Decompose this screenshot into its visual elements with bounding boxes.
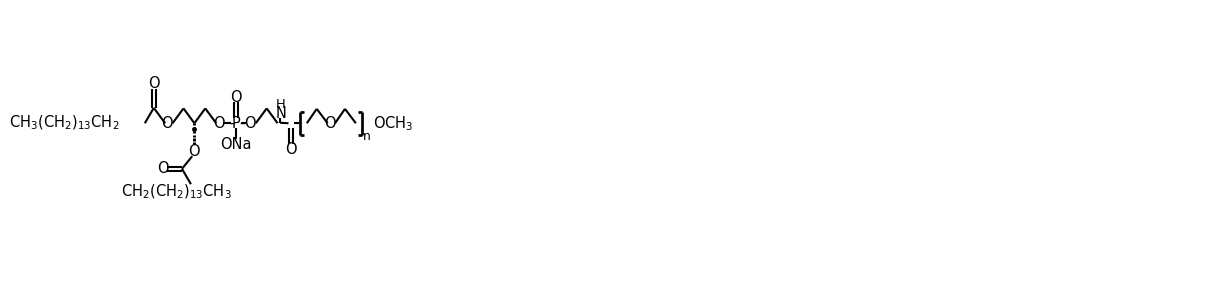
Text: O: O [324, 116, 336, 131]
Text: $\mathregular{CH_2(CH_2)_{13}CH_3}$: $\mathregular{CH_2(CH_2)_{13}CH_3}$ [121, 183, 232, 201]
Text: O: O [244, 116, 255, 131]
Text: H: H [276, 98, 285, 111]
Text: O: O [212, 116, 225, 131]
Text: $\mathregular{CH_3(CH_2)_{13}CH_2}$: $\mathregular{CH_3(CH_2)_{13}CH_2}$ [8, 114, 119, 132]
Text: N: N [276, 106, 287, 121]
Text: O: O [231, 90, 242, 105]
Text: P: P [232, 116, 240, 131]
Text: O: O [158, 161, 169, 176]
Text: -: - [239, 116, 245, 131]
Text: O: O [285, 142, 296, 157]
Text: -: - [229, 116, 236, 131]
Text: O: O [161, 116, 174, 131]
Text: ONa: ONa [220, 137, 251, 152]
Text: $\mathregular{OCH_3}$: $\mathregular{OCH_3}$ [373, 114, 414, 133]
Text: n: n [363, 130, 370, 143]
Text: O: O [188, 144, 200, 159]
Text: O: O [148, 76, 159, 91]
